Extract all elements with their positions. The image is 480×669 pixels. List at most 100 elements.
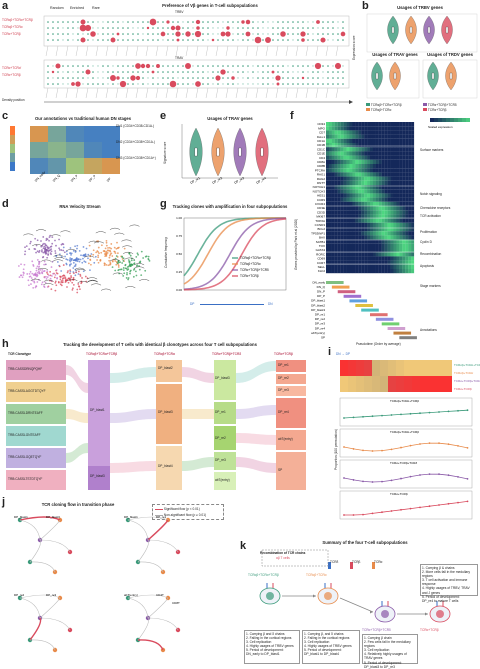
dot-a — [275, 75, 281, 81]
heat-cell — [378, 122, 382, 127]
cell-dot — [44, 243, 47, 246]
heat-cell — [340, 138, 344, 143]
dot-a — [337, 27, 339, 29]
dot-a — [177, 65, 179, 67]
dot-a — [97, 83, 99, 85]
cell-dot — [36, 250, 39, 253]
g-legend-label: TCRα+TCRβ — [240, 274, 259, 278]
dot-a — [92, 39, 94, 41]
i-line — [343, 473, 468, 483]
heat-cell — [349, 176, 353, 181]
cell-dot — [48, 236, 51, 238]
dot-a — [232, 71, 234, 73]
heat-cell — [402, 201, 406, 206]
dot-a — [242, 71, 244, 73]
k-summary-3: 1. Carrying β chain 2. Few cells fall in… — [362, 634, 418, 669]
cell-dot — [132, 275, 135, 278]
heat-cell — [355, 168, 359, 173]
heat-cell — [326, 269, 330, 274]
heat-cell — [346, 185, 350, 190]
heat-cell — [411, 218, 415, 223]
i-heat-cell — [444, 384, 452, 392]
cell-dot — [39, 269, 42, 271]
heat-cell — [364, 248, 368, 253]
dot-a — [72, 33, 74, 35]
i-heat-cell — [364, 368, 372, 376]
heat-cell — [375, 159, 379, 164]
heat-cell — [352, 155, 356, 160]
heat-cell — [343, 185, 347, 190]
dot-a — [177, 21, 179, 23]
heat-cell — [370, 197, 374, 202]
annot-bar — [361, 308, 379, 312]
stream-line — [139, 279, 150, 281]
heat-cell — [367, 197, 371, 202]
dot-a — [312, 77, 314, 79]
stream-line — [75, 268, 86, 271]
cell-dot — [58, 238, 60, 241]
heat-cell — [384, 193, 388, 198]
dot-a — [135, 63, 141, 69]
dot-a — [271, 70, 275, 74]
dot-a — [332, 71, 334, 73]
heat-cell — [405, 134, 409, 139]
heat-cell — [408, 231, 412, 236]
i-heat-cell — [428, 376, 436, 384]
k-s4-l3: 3. T cell activation and immune response — [422, 578, 468, 587]
dot-a — [97, 65, 99, 67]
dot-a — [257, 27, 259, 29]
heat-cell — [349, 189, 353, 194]
i-heat-cell — [348, 384, 356, 392]
i-heat-cell — [436, 384, 444, 392]
cell-dot — [122, 257, 125, 260]
cell-dot — [66, 286, 68, 288]
cell-dot — [72, 283, 75, 286]
i-heat-cell — [388, 376, 396, 384]
heat-cell — [355, 159, 359, 164]
heat-cell — [367, 269, 371, 274]
cell-dot — [115, 247, 118, 250]
cell-dot — [108, 259, 111, 262]
heat-cell — [396, 126, 400, 131]
dot-a — [79, 24, 87, 32]
cell-dot — [65, 262, 68, 265]
cell-dot — [60, 280, 63, 282]
heat-cell — [328, 239, 332, 244]
cell-dot — [36, 281, 39, 283]
heat-cell — [390, 227, 394, 232]
heat-cell — [370, 239, 374, 244]
heat-cell — [343, 206, 347, 211]
heat-cell — [399, 122, 403, 127]
heat-cell — [396, 239, 400, 244]
i-heat-cell — [380, 376, 388, 384]
cell-dot — [128, 260, 131, 263]
heat-cell — [402, 252, 406, 257]
heat-cell — [372, 138, 376, 143]
heat-cell — [384, 138, 388, 143]
dot-a — [242, 83, 244, 85]
dot-a — [220, 69, 226, 75]
dot-a — [127, 33, 129, 35]
j-flow — [29, 639, 56, 651]
heat-cell — [328, 256, 332, 261]
heat-cell — [387, 164, 391, 169]
dot-a — [312, 27, 314, 29]
heat-cell — [378, 164, 382, 169]
heat-cell — [375, 248, 379, 253]
dot-a — [207, 33, 209, 35]
heat-cell — [387, 134, 391, 139]
dot-a — [272, 77, 274, 79]
g-tick: 0.50 — [176, 252, 182, 256]
heat-cell — [408, 122, 412, 127]
dot-a — [317, 33, 319, 35]
heat-cell — [384, 168, 388, 173]
heat-cell — [372, 193, 376, 198]
cell-dot — [127, 277, 130, 279]
cell-dot — [44, 275, 47, 278]
heat-cell — [378, 151, 382, 156]
scale-cell — [10, 126, 15, 135]
heat-cell — [367, 218, 371, 223]
cell-dot — [55, 269, 58, 271]
cell-dot — [99, 259, 102, 261]
heat-cell — [381, 138, 385, 143]
